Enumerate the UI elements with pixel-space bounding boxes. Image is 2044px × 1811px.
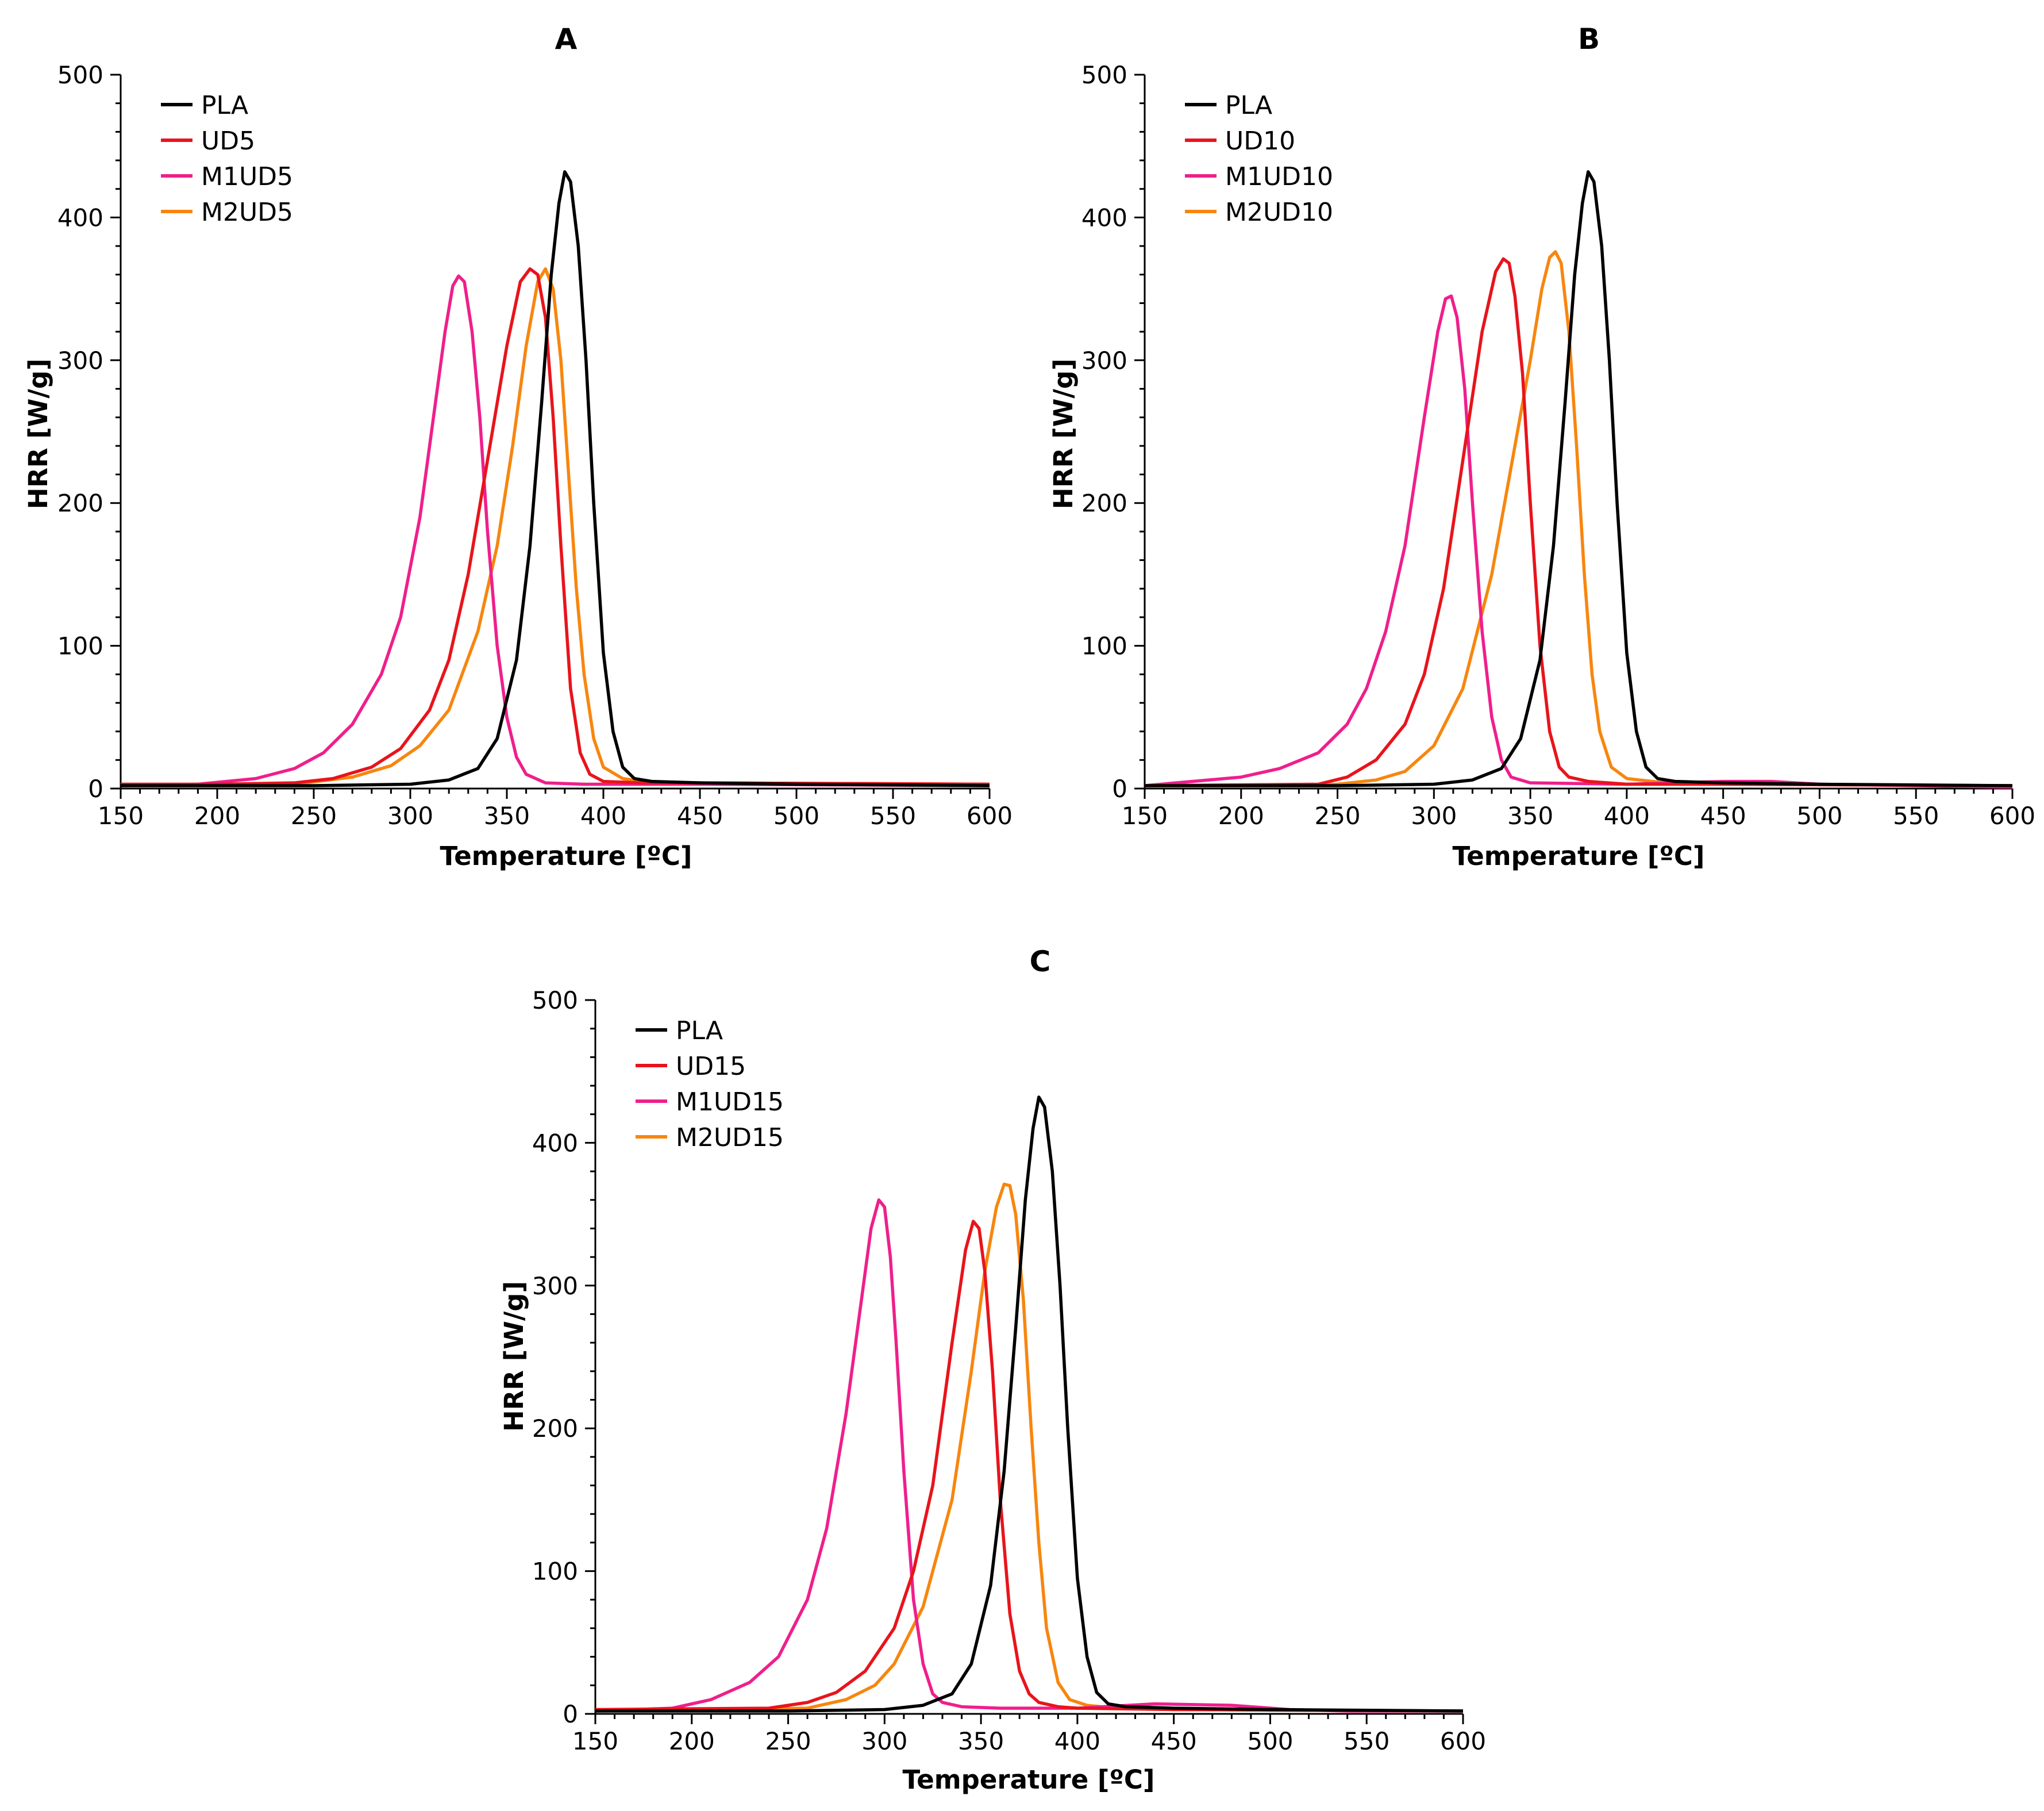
- y-axis-title: HRR [W/g]: [499, 1281, 529, 1432]
- x-tick-label: 150: [98, 802, 144, 830]
- legend-label-m1ud10: M1UD10: [1225, 162, 1333, 191]
- series-line-pla: [595, 1095, 1463, 1713]
- chart-title: A: [555, 22, 578, 56]
- series-line-m2ud10: [1145, 250, 2012, 787]
- legend-label-pla: PLA: [676, 1016, 723, 1045]
- legend-label-ud5: UD5: [201, 126, 255, 156]
- y-tick-label: 100: [57, 632, 103, 660]
- x-tick-label: 400: [580, 802, 626, 830]
- x-tick-label: 550: [1344, 1727, 1389, 1755]
- series-line-m1ud5: [121, 274, 990, 787]
- legend-label-m1ud15: M1UD15: [676, 1087, 784, 1117]
- y-tick-label: 200: [57, 489, 103, 517]
- x-axis-title: Temperature [ºC]: [1453, 841, 1705, 871]
- x-tick-label: 450: [1151, 1727, 1197, 1755]
- chart-title: C: [1030, 945, 1051, 978]
- x-tick-label: 350: [484, 802, 530, 830]
- legend-label-pla: PLA: [201, 91, 248, 120]
- chart-title: B: [1578, 22, 1600, 56]
- x-tick-label: 250: [765, 1727, 811, 1755]
- series-line-m2ud5: [121, 267, 990, 787]
- y-tick-label: 0: [88, 775, 103, 803]
- y-tick-label: 300: [57, 347, 103, 375]
- y-tick-label: 200: [1081, 489, 1127, 517]
- series-line-m2ud15: [595, 1182, 1463, 1713]
- legend-label-ud15: UD15: [676, 1052, 746, 1081]
- y-tick-label: 500: [532, 986, 578, 1014]
- chart-panel-b: B Temperature [ºC] HRR [W/g] 150 200 250 30…: [1048, 22, 2035, 871]
- x-tick-label: 500: [1247, 1727, 1293, 1755]
- y-tick-label: 0: [563, 1700, 578, 1728]
- series-line-ud5: [121, 267, 990, 786]
- x-tick-label: 400: [1604, 802, 1650, 830]
- series-line-ud15: [595, 1220, 1463, 1713]
- y-tick-label: 100: [1081, 632, 1127, 660]
- x-tick-label: 200: [669, 1727, 715, 1755]
- series-line-m1ud15: [595, 1198, 1463, 1713]
- x-tick-label: 550: [1893, 802, 1939, 830]
- chart-panel-c: C Temperature [ºC] HRR [W/g] 150 200 250 30…: [499, 945, 1486, 1795]
- x-tick-label: 600: [1989, 802, 2035, 830]
- x-tick-label: 550: [870, 802, 916, 830]
- y-tick-label: 400: [1081, 203, 1127, 232]
- y-tick-label: 300: [532, 1272, 578, 1300]
- series-line-ud10: [1145, 257, 2012, 787]
- x-tick-label: 450: [677, 802, 723, 830]
- y-axis-title: HRR [W/g]: [1048, 359, 1079, 509]
- x-tick-label: 500: [1796, 802, 1842, 830]
- legend-label-m1ud5: M1UD5: [201, 162, 293, 191]
- x-tick-label: 350: [1507, 802, 1553, 830]
- x-tick-label: 600: [1440, 1727, 1486, 1755]
- x-tick-label: 500: [773, 802, 819, 830]
- x-tick-label: 350: [958, 1727, 1004, 1755]
- x-tick-label: 150: [572, 1727, 618, 1755]
- x-axis-title: Temperature [ºC]: [903, 1764, 1155, 1795]
- x-tick-label: 300: [387, 802, 433, 830]
- legend-label-m2ud10: M2UD10: [1225, 198, 1333, 227]
- legend-label-m2ud15: M2UD15: [676, 1123, 784, 1152]
- legend-label-pla: PLA: [1225, 91, 1272, 120]
- legend-label-ud10: UD10: [1225, 126, 1295, 156]
- y-axis-title: HRR [W/g]: [23, 359, 53, 509]
- series-line-m1ud10: [1145, 294, 2012, 789]
- series-line-pla: [121, 170, 990, 787]
- y-tick-label: 0: [1112, 775, 1127, 803]
- series-line-pla: [1145, 170, 2012, 787]
- y-tick-label: 400: [57, 203, 103, 232]
- x-tick-label: 200: [1218, 802, 1264, 830]
- y-tick-label: 100: [532, 1558, 578, 1586]
- x-tick-label: 300: [1411, 802, 1457, 830]
- x-tick-label: 450: [1700, 802, 1746, 830]
- x-tick-label: 200: [194, 802, 240, 830]
- y-tick-label: 500: [57, 61, 103, 89]
- x-tick-label: 150: [1122, 802, 1168, 830]
- x-tick-label: 400: [1054, 1727, 1100, 1755]
- x-tick-label: 300: [861, 1727, 907, 1755]
- y-tick-label: 400: [532, 1129, 578, 1157]
- y-tick-label: 500: [1081, 61, 1127, 89]
- legend-label-m2ud5: M2UD5: [201, 198, 293, 227]
- x-tick-label: 250: [291, 802, 337, 830]
- chart-panel-a: A Temperature [ºC] HRR [W/g] 150 200 250 30…: [23, 22, 1013, 871]
- x-tick-label: 600: [967, 802, 1013, 830]
- x-axis-title: Temperature [ºC]: [440, 841, 692, 871]
- x-tick-label: 250: [1314, 802, 1360, 830]
- y-tick-label: 200: [532, 1414, 578, 1443]
- y-tick-label: 300: [1081, 347, 1127, 375]
